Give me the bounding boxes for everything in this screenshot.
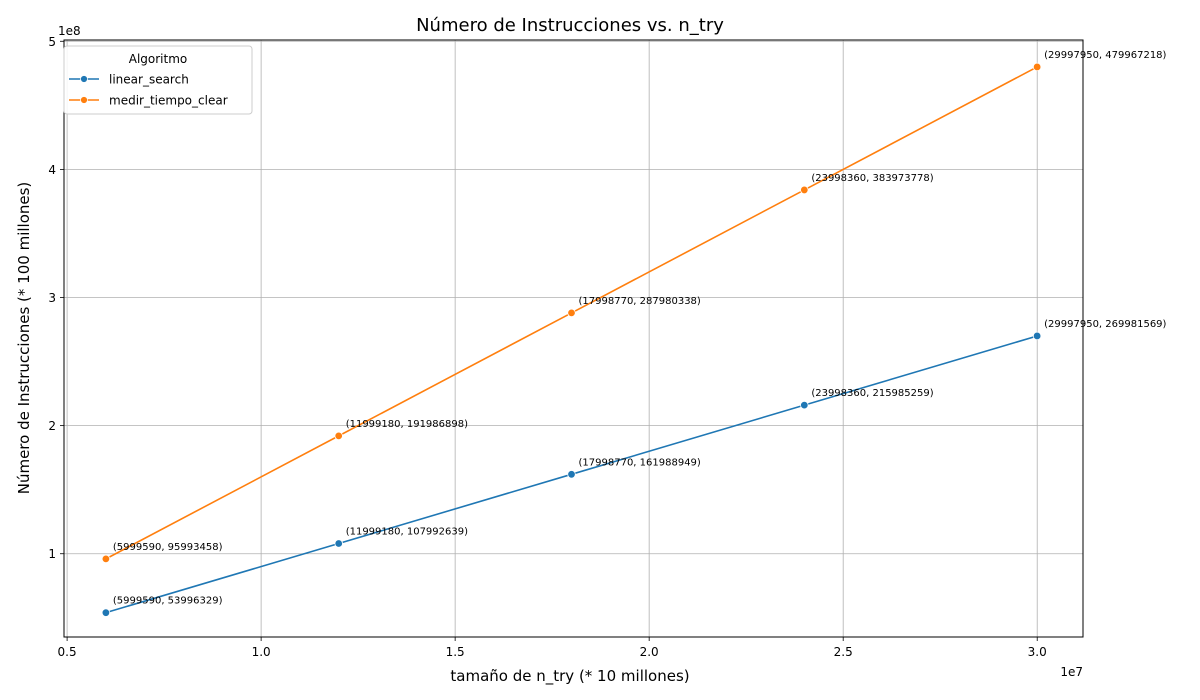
x-tick-label: 3.0	[1028, 645, 1047, 659]
data-label-medir-tiempo-clear: (5999590, 95993458)	[113, 542, 223, 553]
x-axis-label: tamaño de n_try (* 10 millones)	[450, 667, 689, 686]
data-point-medir-tiempo-clear	[334, 431, 343, 441]
y-tick-label: 5	[48, 35, 56, 49]
x-tick-label: 1.0	[252, 645, 271, 659]
data-label-medir-tiempo-clear: (11999180, 191986898)	[346, 419, 468, 430]
y-tick-label: 2	[48, 419, 56, 433]
data-point-linear-search	[1032, 331, 1042, 341]
data-point-medir-tiempo-clear	[567, 308, 576, 318]
data-label-medir-tiempo-clear: (23998360, 383973778)	[811, 173, 933, 184]
data-point-linear-search	[101, 608, 111, 617]
data-label-linear-search: (23998360, 215985259)	[811, 388, 933, 399]
legend: Algoritmo linear_search medir_tiempo_cle…	[63, 45, 253, 115]
x-tick-label: 2.5	[834, 645, 853, 659]
y-axis-offset-label: 1e8	[58, 24, 81, 38]
data-point-medir-tiempo-clear	[1032, 62, 1042, 72]
plot-area-frame	[63, 39, 1084, 638]
data-point-linear-search	[800, 400, 809, 410]
series-layer	[101, 62, 1042, 617]
data-label-linear-search: (5999590, 53996329)	[113, 596, 223, 607]
legend-title: Algoritmo	[129, 52, 188, 66]
y-tick-label: 4	[48, 163, 56, 177]
point-labels: (5999590, 53996329) (11999180, 107992639)…	[113, 50, 1167, 607]
legend-label-medir-tiempo-clear: medir_tiempo_clear	[109, 94, 228, 108]
y-axis-label: Número de Instrucciones (* 100 millones)	[15, 182, 33, 495]
data-label-linear-search: (17998770, 161988949)	[579, 457, 701, 468]
chart-title: Número de Instrucciones vs. n_try	[416, 15, 724, 36]
y-tick-label: 3	[48, 291, 56, 305]
x-tick-label: 0.5	[58, 645, 77, 659]
data-label-linear-search: (29997950, 269981569)	[1044, 319, 1166, 330]
data-point-linear-search	[567, 470, 576, 479]
legend-box	[63, 45, 253, 115]
legend-marker-linear-search	[80, 75, 88, 83]
y-tick-label: 1	[48, 547, 56, 561]
data-label-linear-search: (11999180, 107992639)	[346, 526, 468, 537]
x-tick-label: 1.5	[446, 645, 465, 659]
data-point-medir-tiempo-clear	[800, 185, 809, 195]
data-label-medir-tiempo-clear: (17998770, 287980338)	[579, 296, 701, 307]
data-point-linear-search	[334, 539, 343, 548]
data-point-medir-tiempo-clear	[101, 554, 111, 564]
x-tick-label: 2.0	[640, 645, 659, 659]
axis-ticks: 0.5 1.0 1.5 2.0 2.5 3.0 1 2 3 4 5	[48, 35, 1046, 659]
x-axis-offset-label: 1e7	[1060, 665, 1083, 679]
legend-label-linear-search: linear_search	[109, 73, 189, 87]
data-label-medir-tiempo-clear: (29997950, 479967218)	[1044, 50, 1166, 61]
legend-marker-medir-tiempo-clear	[80, 96, 88, 104]
